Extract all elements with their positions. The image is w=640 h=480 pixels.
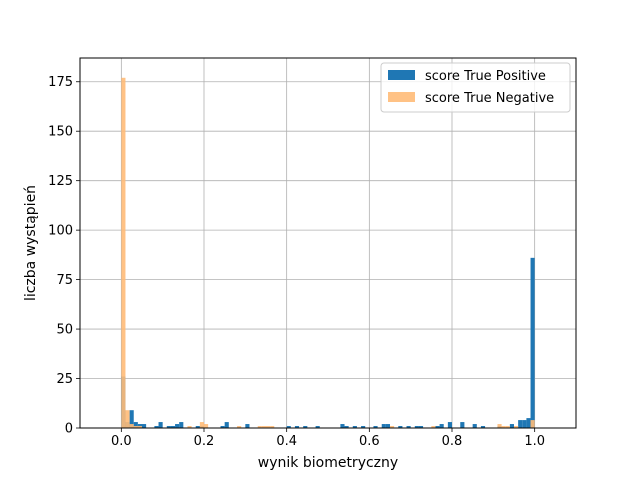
bar-series-1-19 [530, 420, 535, 428]
bar-series-0-9 [170, 426, 176, 428]
bar-series-1-5 [187, 426, 192, 428]
y-tick-label-5: 125 [48, 174, 73, 189]
bar-series-0-37 [480, 426, 486, 428]
x-tick-label-3: 0.6 [359, 434, 380, 449]
legend-label-true-negative: score True Negative [425, 91, 554, 106]
legend: score True Positive score True Negative [380, 62, 571, 113]
y-tick-label-6: 150 [48, 125, 73, 140]
bar-series-0-6 [154, 426, 159, 428]
y-axis-ticks: 0 25 50 75 100 125 150 175 [48, 75, 80, 437]
bar-series-0-10 [175, 424, 180, 428]
bars [121, 77, 535, 428]
bar-series-1-14 [431, 426, 436, 428]
x-tick-label-0: 0.0 [111, 434, 132, 449]
bar-series-0-7 [158, 422, 163, 428]
bar-series-1-0 [121, 77, 126, 428]
x-tick-label-5: 1.0 [524, 434, 545, 449]
bar-series-1-10 [261, 426, 266, 428]
bar-series-0-11 [179, 422, 184, 428]
bar-series-0-31 [418, 426, 424, 428]
series-1 [121, 77, 535, 428]
bar-series-0-20 [315, 426, 320, 428]
bar-series-1-4 [137, 426, 142, 428]
bar-series-0-35 [460, 422, 465, 428]
bar-series-0-23 [352, 426, 357, 428]
bar-series-0-33 [439, 424, 444, 428]
bar-series-0-43 [530, 257, 535, 428]
bar-series-1-15 [497, 424, 502, 428]
y-tick-label-2: 50 [56, 323, 73, 338]
bar-series-1-7 [204, 424, 209, 428]
bar-series-0-15 [224, 422, 229, 428]
bar-series-0-30 [414, 426, 419, 428]
legend-box [380, 62, 571, 113]
bar-series-0-18 [294, 426, 300, 428]
bar-series-0-41 [522, 420, 527, 428]
bar-series-1-12 [270, 426, 275, 428]
bar-series-0-14 [220, 426, 225, 428]
bar-series-0-2 [129, 410, 134, 428]
bar-series-0-24 [361, 426, 366, 428]
bar-series-1-1 [125, 410, 130, 428]
bar-series-1-9 [257, 426, 262, 428]
plot-frame [79, 57, 577, 429]
legend-swatch-true-positive [388, 70, 415, 80]
y-axis-label: liczba wystąpień [23, 185, 39, 301]
legend-swatch-true-negative [388, 92, 415, 102]
bar-series-1-18 [514, 426, 519, 428]
bar-series-1-2 [129, 424, 134, 428]
bar-series-0-5 [142, 424, 147, 428]
bar-series-1-6 [199, 422, 204, 428]
bar-series-1-17 [505, 426, 510, 428]
y-tick-label-4: 100 [48, 224, 73, 239]
bar-series-0-12 [195, 426, 200, 428]
bar-series-0-40 [518, 420, 523, 428]
x-tick-label-2: 0.4 [276, 434, 297, 449]
bar-series-1-8 [237, 426, 242, 428]
y-tick-label-3: 75 [56, 273, 73, 288]
y-tick-label-0: 0 [65, 422, 73, 437]
x-tick-label-4: 0.8 [442, 434, 463, 449]
bar-series-0-16 [245, 424, 250, 428]
bar-series-0-26 [381, 424, 386, 428]
legend-label-true-positive: score True Positive [425, 69, 546, 84]
bar-series-0-34 [447, 422, 452, 428]
grid [80, 58, 576, 429]
bar-series-1-13 [390, 426, 395, 428]
bar-series-0-32 [435, 426, 440, 428]
bar-series-1-3 [133, 426, 138, 428]
bar-series-0-3 [133, 422, 138, 428]
x-axis-ticks: 0.0 0.2 0.4 0.6 0.8 1.0 [111, 428, 545, 449]
bar-series-0-17 [286, 426, 291, 428]
bar-series-0-42 [526, 418, 531, 428]
x-axis-label: wynik biometryczny [258, 455, 398, 471]
bar-series-0-8 [166, 426, 171, 428]
bar-series-0-25 [373, 426, 378, 428]
y-tick-label-1: 25 [56, 372, 73, 387]
x-tick-label-1: 0.2 [194, 434, 215, 449]
y-tick-label-7: 175 [48, 75, 73, 90]
bar-series-0-28 [398, 426, 403, 428]
bar-series-0-36 [472, 424, 477, 428]
bar-series-0-22 [344, 426, 349, 428]
bar-series-0-19 [303, 426, 308, 428]
bar-series-1-11 [266, 426, 271, 428]
bar-series-0-21 [340, 424, 345, 428]
bar-series-0-27 [385, 424, 390, 428]
bar-series-1-16 [501, 426, 506, 428]
bar-series-0-29 [406, 426, 411, 428]
bar-series-0-39 [509, 424, 514, 428]
